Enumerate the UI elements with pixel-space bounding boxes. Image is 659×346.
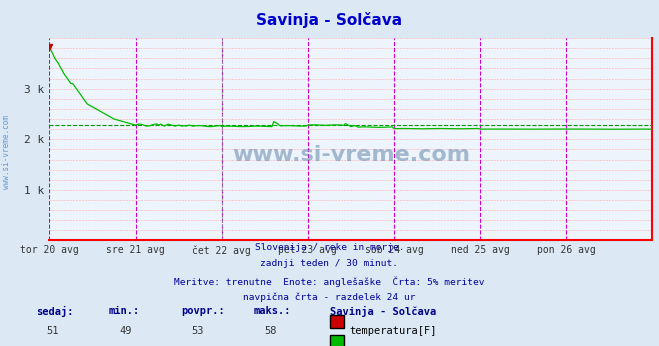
Text: Savinja - Solčava: Savinja - Solčava [256,12,403,28]
Text: Meritve: trenutne  Enote: anglešaške  Črta: 5% meritev: Meritve: trenutne Enote: anglešaške Črta… [174,276,485,286]
Text: sedaj:: sedaj: [36,306,74,317]
Text: temperatura[F]: temperatura[F] [349,326,437,336]
Text: 53: 53 [192,326,204,336]
Text: navpična črta - razdelek 24 ur: navpična črta - razdelek 24 ur [243,293,416,302]
Text: povpr.:: povpr.: [181,306,225,316]
Text: 51: 51 [47,326,59,336]
Text: 49: 49 [119,326,131,336]
Text: 58: 58 [264,326,276,336]
Text: Savinja - Solčava: Savinja - Solčava [330,306,436,317]
Text: maks.:: maks.: [254,306,291,316]
Text: Slovenija / reke in morje.: Slovenija / reke in morje. [255,243,404,252]
Text: zadnji teden / 30 minut.: zadnji teden / 30 minut. [260,260,399,268]
Text: www.si-vreme.com: www.si-vreme.com [2,115,11,189]
Text: min.:: min.: [109,306,140,316]
Text: www.si-vreme.com: www.si-vreme.com [232,145,470,165]
